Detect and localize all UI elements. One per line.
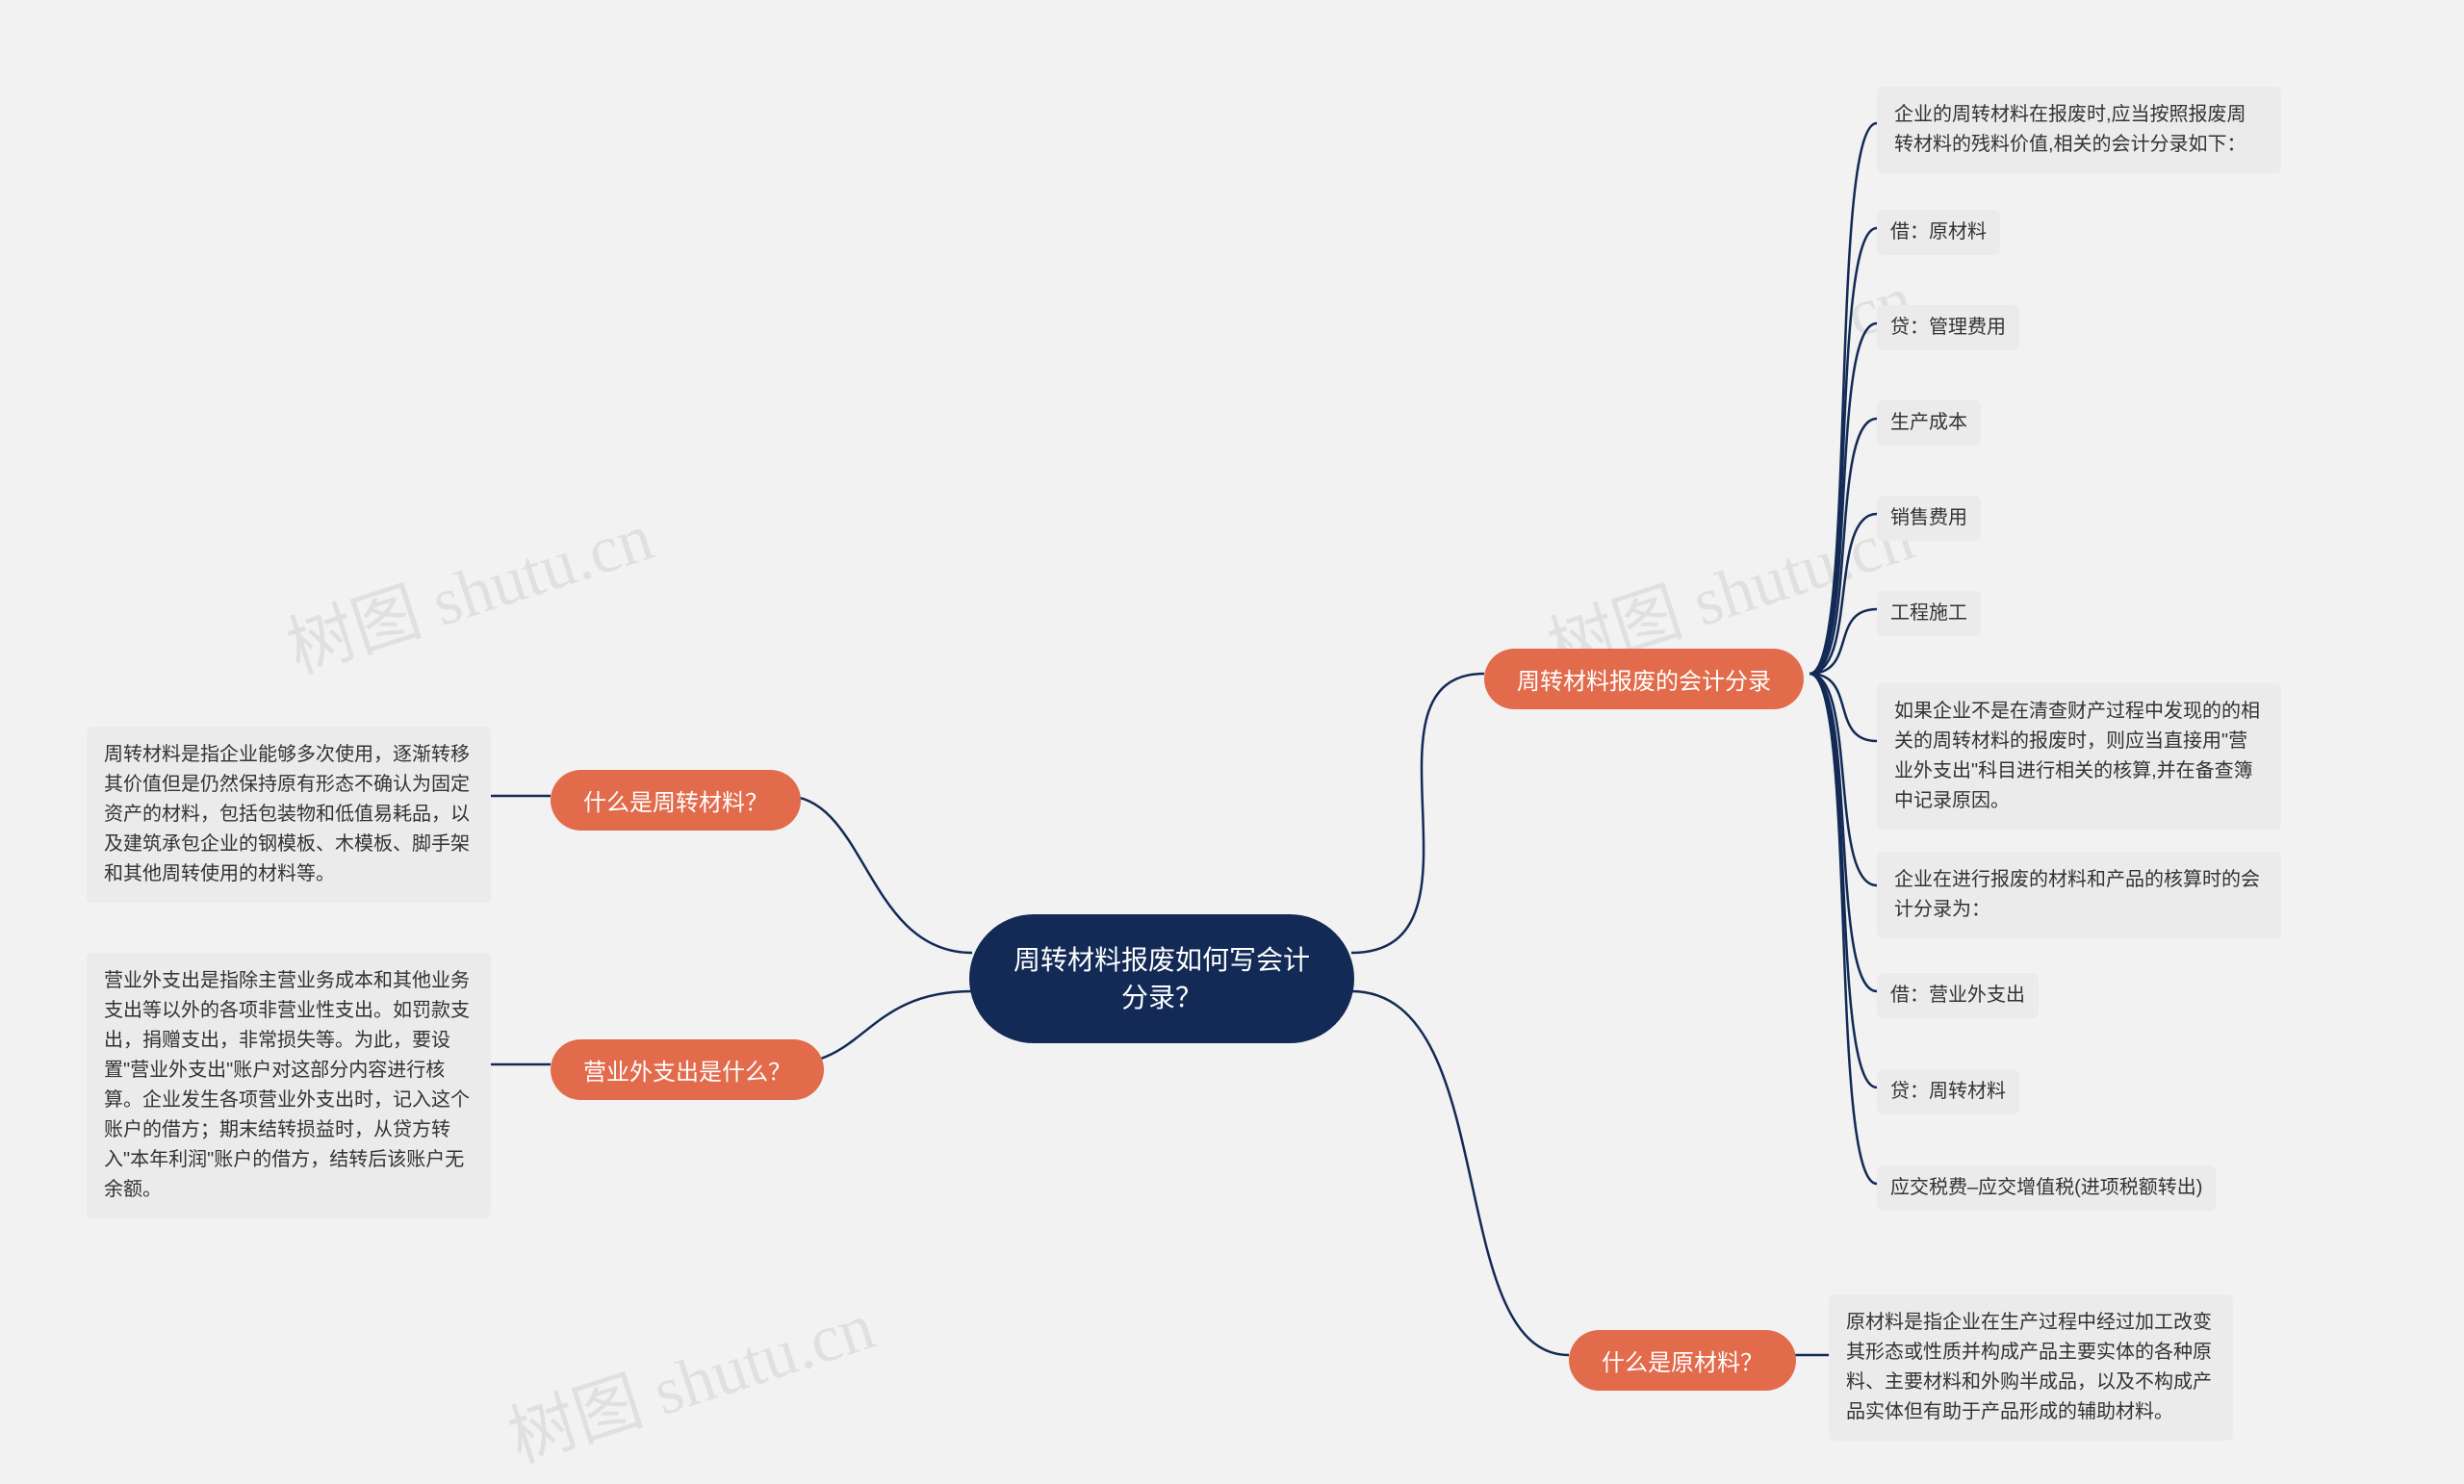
leaf-entry-7: 贷：周转材料 [1877,1069,2019,1114]
leaf-turnover-material-def: 周转材料是指企业能够多次使用，逐渐转移其价值但是仍然保持原有形态不确认为固定资产… [87,727,491,903]
branch-what-is-nonoperating-expense[interactable]: 营业外支出是什么？ [551,1039,824,1100]
leaf-entry-1: 借：原材料 [1877,210,2000,255]
watermark: 树图 shutu.cn [273,483,663,692]
leaf-nonoperating-expense-def: 营业外支出是指除主营业务成本和其他业务支出等以外的各项非营业性支出。如罚款支出，… [87,953,491,1218]
leaf-entry-8: 应交税费–应交增值税(进项税额转出) [1877,1165,2216,1211]
leaf-raw-material-def: 原材料是指企业在生产过程中经过加工改变其形态或性质并构成产品主要实体的各种原料、… [1829,1294,2233,1441]
leaf-entry-note2: 企业在进行报废的材料和产品的核算时的会计分录为： [1877,852,2281,938]
branch-what-is-turnover-material[interactable]: 什么是周转材料？ [551,770,801,831]
leaf-entry-6: 借：营业外支出 [1877,973,2039,1018]
leaf-entry-3: 生产成本 [1877,400,1981,446]
branch-accounting-entries[interactable]: 周转材料报废的会计分录 [1484,649,1804,709]
mindmap-canvas: 树图 shutu.cn 树图 shutu.cn 树图 shutu.cn cn 周… [0,0,2464,1484]
root-node[interactable]: 周转材料报废如何写会计分录？ [969,914,1354,1043]
leaf-entry-note1: 如果企业不是在清查财产过程中发现的的相关的周转材料的报废时，则应当直接用"营业外… [1877,683,2281,830]
leaf-entry-2: 贷：管理费用 [1877,305,2019,350]
leaf-entry-5: 工程施工 [1877,591,1981,636]
leaf-entry-4: 销售费用 [1877,496,1981,541]
leaf-entry-intro: 企业的周转材料在报废时,应当按照报废周转材料的残料价值,相关的会计分录如下： [1877,87,2281,173]
branch-what-is-raw-material[interactable]: 什么是原材料？ [1569,1330,1796,1391]
watermark: 树图 shutu.cn [495,1272,885,1481]
